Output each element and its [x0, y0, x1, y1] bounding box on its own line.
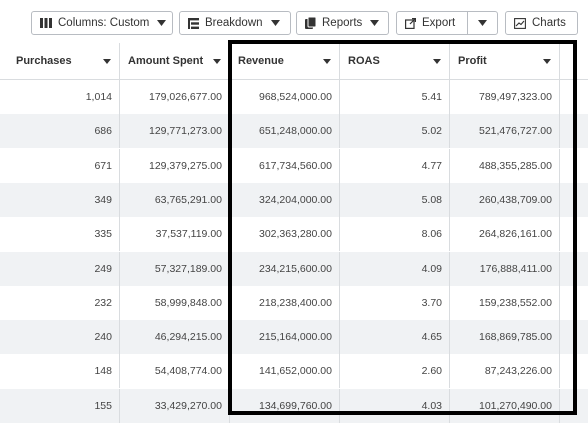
- cell-revenue: 324,204,000.00: [230, 182, 340, 217]
- cell-purchases: 148: [8, 354, 120, 389]
- cell-purchases: 686: [8, 114, 120, 149]
- header-revenue[interactable]: Revenue: [230, 43, 340, 79]
- cell-purchases: 335: [8, 217, 120, 252]
- sort-dropdown-icon[interactable]: [103, 59, 111, 64]
- table-row: 240 46,294,215.00 215,164,000.00 4.65 168,86…: [0, 320, 588, 355]
- export-icon: [405, 17, 416, 29]
- export-button[interactable]: Export: [396, 11, 468, 35]
- cell-revenue: 234,215,600.00: [230, 251, 340, 286]
- cell-profit: 87,243,226.00: [450, 354, 560, 389]
- cell-revenue: 617,734,560.00: [230, 148, 340, 183]
- cell-profit: 488,355,285.00: [450, 148, 560, 183]
- table-row: 232 58,999,848.00 218,238,400.00 3.70 159,23…: [0, 285, 588, 320]
- cell-profit: 176,888,411.00: [450, 251, 560, 286]
- cell-amount-spent: 57,327,189.00: [120, 251, 230, 286]
- header-purchases[interactable]: Purchases: [8, 43, 120, 79]
- cell-profit: 101,270,490.00: [450, 388, 560, 423]
- cell-profit: 521,476,727.00: [450, 114, 560, 149]
- sort-dropdown-icon[interactable]: [433, 59, 441, 64]
- cell-roas: 2.60: [340, 354, 450, 389]
- chart-icon: [514, 17, 526, 29]
- cell-amount-spent: 33,429,270.00: [120, 388, 230, 423]
- table-row: 686 129,771,273.00 651,248,000.00 5.02 521,4…: [0, 114, 588, 149]
- table-header: Purchases Amount Spent Revenue ROAS Prof…: [0, 43, 588, 80]
- cell-purchases: 249: [8, 251, 120, 286]
- sort-dropdown-icon[interactable]: [213, 59, 221, 64]
- cell-revenue: 218,238,400.00: [230, 285, 340, 320]
- cell-revenue: 134,699,760.00: [230, 388, 340, 423]
- cell-roas: 4.65: [340, 320, 450, 355]
- cell-amount-spent: 129,771,273.00: [120, 114, 230, 149]
- columns-button[interactable]: Columns: Custom: [31, 11, 173, 35]
- cell-roas: 3.70: [340, 285, 450, 320]
- cell-purchases: 349: [8, 182, 120, 217]
- cell-roas: 4.03: [340, 388, 450, 423]
- cell-amount-spent: 54,408,774.00: [120, 354, 230, 389]
- table-row: 349 63,765,291.00 324,204,000.00 5.08 260,43…: [0, 182, 588, 217]
- breakdown-button[interactable]: Breakdown: [179, 11, 291, 35]
- cell-revenue: 141,652,000.00: [230, 354, 340, 389]
- header-label: Amount Spent: [128, 55, 204, 67]
- toolbar: Columns: Custom Breakdown Reports Export…: [0, 0, 588, 43]
- cell-purchases: 671: [8, 148, 120, 183]
- columns-label: Columns: Custom: [58, 17, 150, 29]
- cell-purchases: 240: [8, 320, 120, 355]
- export-dropdown-button[interactable]: [467, 11, 498, 35]
- header-label: ROAS: [348, 55, 380, 67]
- cell-roas: 4.77: [340, 148, 450, 183]
- sort-dropdown-icon[interactable]: [543, 59, 551, 64]
- cell-roas: 5.02: [340, 114, 450, 149]
- cell-roas: 5.41: [340, 80, 450, 114]
- cell-profit: 260,438,709.00: [450, 182, 560, 217]
- charts-label: Charts: [532, 17, 566, 29]
- cell-roas: 8.06: [340, 217, 450, 252]
- table-row: 671 129,379,275.00 617,734,560.00 4.77 488,3…: [0, 148, 588, 183]
- header-label: Revenue: [238, 55, 284, 67]
- sort-dropdown-icon[interactable]: [323, 59, 331, 64]
- cell-purchases: 232: [8, 285, 120, 320]
- header-amount-spent[interactable]: Amount Spent: [120, 43, 230, 79]
- chevron-down-icon: [270, 20, 280, 26]
- chevron-down-icon: [157, 20, 167, 26]
- cell-profit: 264,826,161.00: [450, 217, 560, 252]
- data-table: Purchases Amount Spent Revenue ROAS Prof…: [0, 43, 588, 425]
- chevron-down-icon: [370, 20, 380, 26]
- cell-revenue: 968,524,000.00: [230, 80, 340, 114]
- cell-roas: 4.09: [340, 251, 450, 286]
- cell-amount-spent: 63,765,291.00: [120, 182, 230, 217]
- header-roas[interactable]: ROAS: [340, 43, 450, 79]
- chevron-down-icon: [478, 20, 487, 26]
- cell-profit: 789,497,323.00: [450, 80, 560, 114]
- table-row: 335 37,537,119.00 302,363,280.00 8.06 264,82…: [0, 217, 588, 252]
- table-row: 148 54,408,774.00 141,652,000.00 2.60 87,243…: [0, 354, 588, 389]
- table-row: 249 57,327,189.00 234,215,600.00 4.09 176,88…: [0, 251, 588, 286]
- cell-purchases: 155: [8, 388, 120, 423]
- header-label: Profit: [458, 55, 487, 67]
- cell-amount-spent: 129,379,275.00: [120, 148, 230, 183]
- table-row: 155 33,429,270.00 134,699,760.00 4.03 101,27…: [0, 388, 588, 423]
- table-row: 1,014 179,026,677.00 968,524,000.00 5.41 789…: [0, 80, 588, 114]
- breakdown-icon: [188, 17, 199, 29]
- header-profit[interactable]: Profit: [450, 43, 560, 79]
- breakdown-label: Breakdown: [205, 17, 263, 29]
- export-label: Export: [422, 17, 456, 29]
- charts-button[interactable]: Charts: [505, 11, 578, 35]
- cell-revenue: 215,164,000.00: [230, 320, 340, 355]
- cell-amount-spent: 46,294,215.00: [120, 320, 230, 355]
- cell-amount-spent: 37,537,119.00: [120, 217, 230, 252]
- cell-revenue: 651,248,000.00: [230, 114, 340, 149]
- reports-label: Reports: [322, 17, 363, 29]
- cell-revenue: 302,363,280.00: [230, 217, 340, 252]
- cell-profit: 168,869,785.00: [450, 320, 560, 355]
- reports-button[interactable]: Reports: [296, 11, 389, 35]
- cell-amount-spent: 58,999,848.00: [120, 285, 230, 320]
- cell-amount-spent: 179,026,677.00: [120, 80, 230, 114]
- header-label: Purchases: [16, 55, 72, 67]
- cell-roas: 5.08: [340, 182, 450, 217]
- reports-icon: [305, 17, 316, 29]
- columns-icon: [40, 18, 52, 28]
- cell-purchases: 1,014: [8, 80, 120, 114]
- cell-profit: 159,238,552.00: [450, 285, 560, 320]
